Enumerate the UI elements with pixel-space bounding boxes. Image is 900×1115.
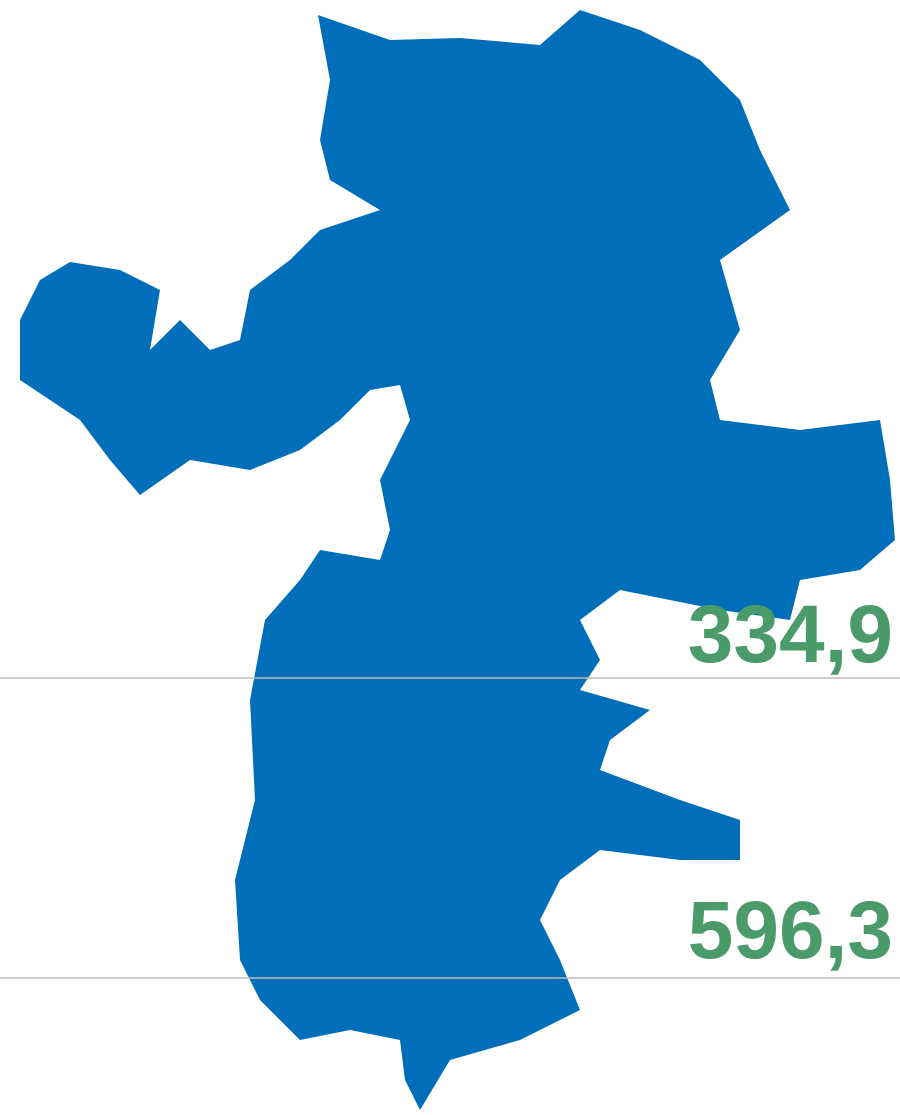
value-label: 596,3 bbox=[688, 885, 893, 976]
region-shape bbox=[20, 10, 895, 1110]
value-label: 334,9 bbox=[688, 589, 893, 680]
